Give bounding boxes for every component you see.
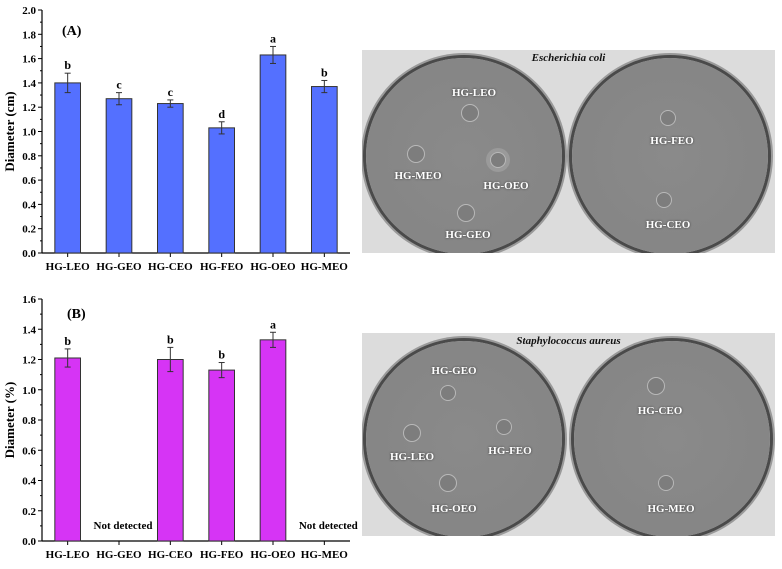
significance-letter: b — [64, 334, 71, 348]
x-tick-label: HG-OEO — [250, 549, 296, 561]
saureus-left-plate — [366, 341, 562, 536]
x-tick-label: HG-LEO — [46, 549, 90, 561]
label-ceo: HG-CEO — [645, 219, 691, 231]
y-tick-label: 2.0 — [22, 5, 36, 17]
x-tick-label: HG-CEO — [148, 261, 193, 273]
ecoli-right-plate — [572, 58, 768, 253]
disk-meo — [407, 145, 425, 163]
significance-letter: a — [270, 317, 276, 331]
x-tick-label: HG-CEO — [148, 549, 193, 561]
ecoli-plate-photo: Escherichia coli HG-LEO HG-MEO HG-OEO HG… — [362, 50, 775, 253]
disk-ceo — [647, 377, 665, 395]
bar — [157, 359, 184, 542]
chart-a: 0.0 0.2 0.4 0.6 0.8 1.0 1.2 1.4 1.6 1.8 2.0 Diamete… — [0, 0, 360, 285]
x-tick-label: HG-OEO — [250, 261, 296, 273]
y-tick-label: 0.2 — [22, 224, 36, 236]
y-tick-label: 0.0 — [22, 248, 36, 260]
bar — [105, 98, 133, 254]
chart-b: 0.0 0.2 0.4 0.6 0.8 1.0 1.2 1.4 1.6 Diameter (%) (… — [0, 285, 360, 569]
y-tick-label: 0.8 — [22, 415, 36, 427]
bar — [208, 369, 235, 542]
saureus-right-plate — [574, 341, 770, 536]
y-tick-label: 0.6 — [22, 175, 36, 187]
bar-chart-a: 0.0 0.2 0.4 0.6 0.8 1.0 1.2 1.4 1.6 1.8 2.0 Diamete… — [2, 5, 350, 273]
label-geo: HG-GEO — [431, 365, 477, 377]
y-tick-label: 0.4 — [22, 199, 36, 211]
ecoli-title: Escherichia coli — [531, 52, 606, 64]
y-tick-label: 1.6 — [22, 54, 36, 66]
y-tick-label: 1.2 — [22, 102, 36, 114]
y-axis-label: Diameter (cm) — [2, 91, 17, 171]
bar — [54, 82, 81, 254]
disk-feo — [660, 110, 676, 126]
x-tick-label: HG-MEO — [301, 549, 348, 561]
y-tick-label: 0.4 — [22, 476, 36, 488]
label-oeo: HG-OEO — [431, 503, 477, 515]
bar-chart-b: 0.0 0.2 0.4 0.6 0.8 1.0 1.2 1.4 1.6 Diameter (%) (… — [2, 294, 358, 561]
label-geo: HG-GEO — [445, 229, 491, 241]
significance-letter: a — [270, 31, 276, 45]
significance-letter: c — [168, 85, 174, 99]
not-detected-annotation: Not detected — [94, 520, 153, 532]
y-tick-label: 0.0 — [22, 536, 36, 548]
y-tick-label: 0.8 — [22, 151, 36, 163]
y-tick-label: 1.6 — [22, 294, 36, 306]
saureus-plate-photo: Staphylococcus aureus HG-GEO HG-LEO HG-F… — [362, 333, 775, 536]
x-tick-label: HG-GEO — [96, 549, 142, 561]
significance-letter: c — [116, 78, 122, 92]
disk-leo — [461, 104, 479, 122]
disk-oeo — [490, 152, 506, 168]
disk-ceo — [656, 192, 672, 208]
significance-letter: b — [167, 332, 174, 346]
significance-letter: b — [218, 348, 225, 362]
y-tick-label: 1.8 — [22, 29, 36, 41]
bar — [208, 127, 235, 254]
not-detected-annotation: Not detected — [299, 520, 358, 532]
y-tick-label: 1.0 — [22, 127, 36, 139]
x-tick-label: HG-FEO — [200, 549, 244, 561]
y-tick-label: 0.2 — [22, 506, 36, 518]
disk-geo — [457, 204, 475, 222]
significance-letter: d — [218, 107, 225, 121]
label-feo: HG-FEO — [488, 445, 532, 457]
bar — [259, 54, 287, 254]
label-feo: HG-FEO — [650, 135, 694, 147]
disk-leo — [403, 424, 421, 442]
label-oeo: HG-OEO — [483, 180, 529, 192]
bar — [259, 339, 287, 542]
x-tick-label: HG-GEO — [96, 261, 142, 273]
y-tick-label: 1.2 — [22, 355, 36, 367]
disk-meo — [658, 475, 674, 491]
panel-label: (A) — [62, 24, 82, 39]
disk-oeo — [439, 474, 457, 492]
disk-geo — [440, 385, 456, 401]
y-tick-label: 1.0 — [22, 385, 36, 397]
x-tick-label: HG-LEO — [46, 261, 90, 273]
panel-label: (B) — [67, 307, 86, 322]
disk-feo — [496, 419, 512, 435]
x-tick-label: HG-MEO — [301, 261, 348, 273]
y-axis-label: Diameter (%) — [2, 382, 17, 459]
label-leo: HG-LEO — [451, 87, 497, 99]
y-tick-label: 1.4 — [22, 324, 36, 336]
significance-letter: b — [321, 65, 328, 79]
y-tick-label: 1.4 — [22, 78, 36, 90]
significance-letter: b — [64, 58, 71, 72]
saureus-title: Staphylococcus aureus — [516, 335, 621, 347]
x-tick-label: HG-FEO — [200, 261, 244, 273]
label-leo: HG-LEO — [389, 451, 435, 463]
label-meo: HG-MEO — [647, 503, 695, 515]
label-meo: HG-MEO — [394, 170, 442, 182]
bar — [54, 357, 81, 542]
bar — [157, 103, 184, 254]
label-ceo: HG-CEO — [637, 405, 683, 417]
y-tick-label: 0.6 — [22, 445, 36, 457]
bar — [311, 86, 338, 254]
